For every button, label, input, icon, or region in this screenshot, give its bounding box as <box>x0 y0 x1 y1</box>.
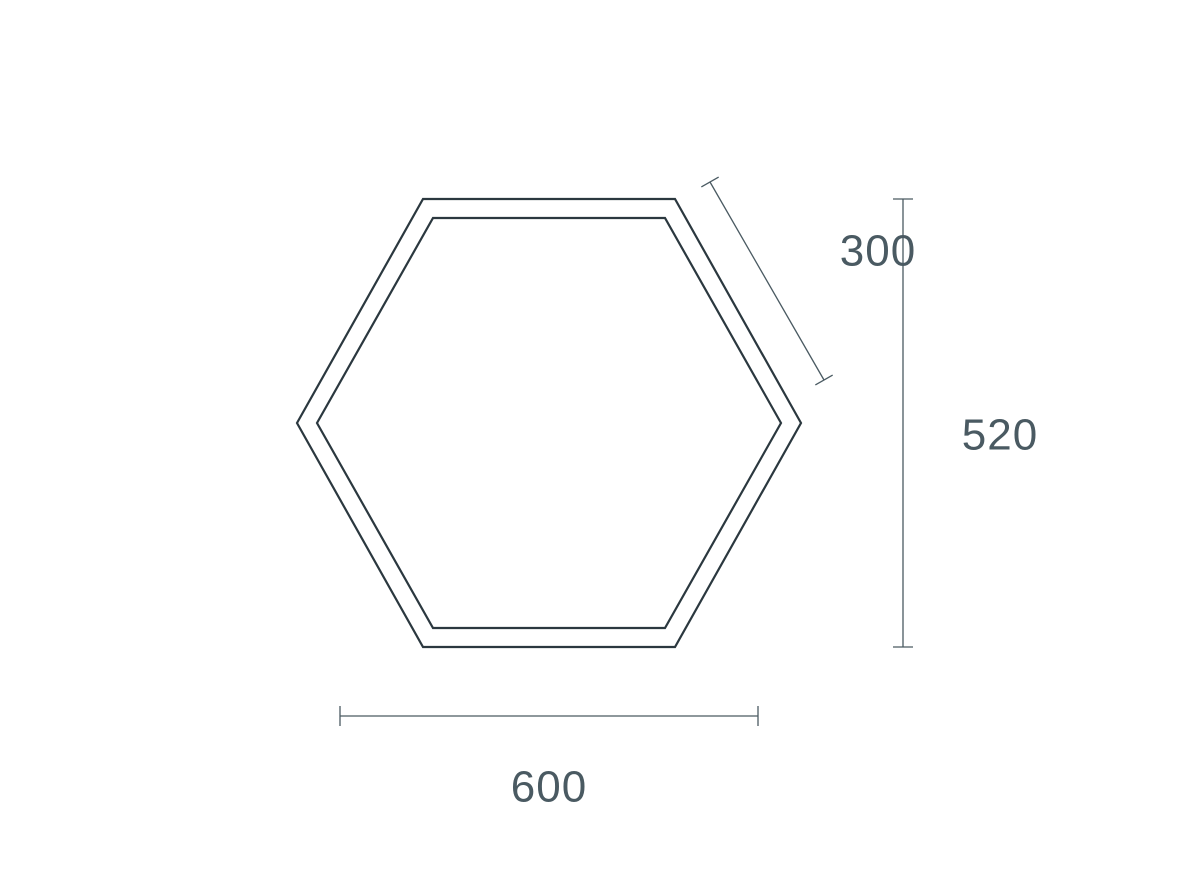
dim-label-width: 600 <box>511 763 587 812</box>
dim-label-side: 300 <box>840 227 916 276</box>
dim-label-height: 520 <box>962 411 1038 460</box>
